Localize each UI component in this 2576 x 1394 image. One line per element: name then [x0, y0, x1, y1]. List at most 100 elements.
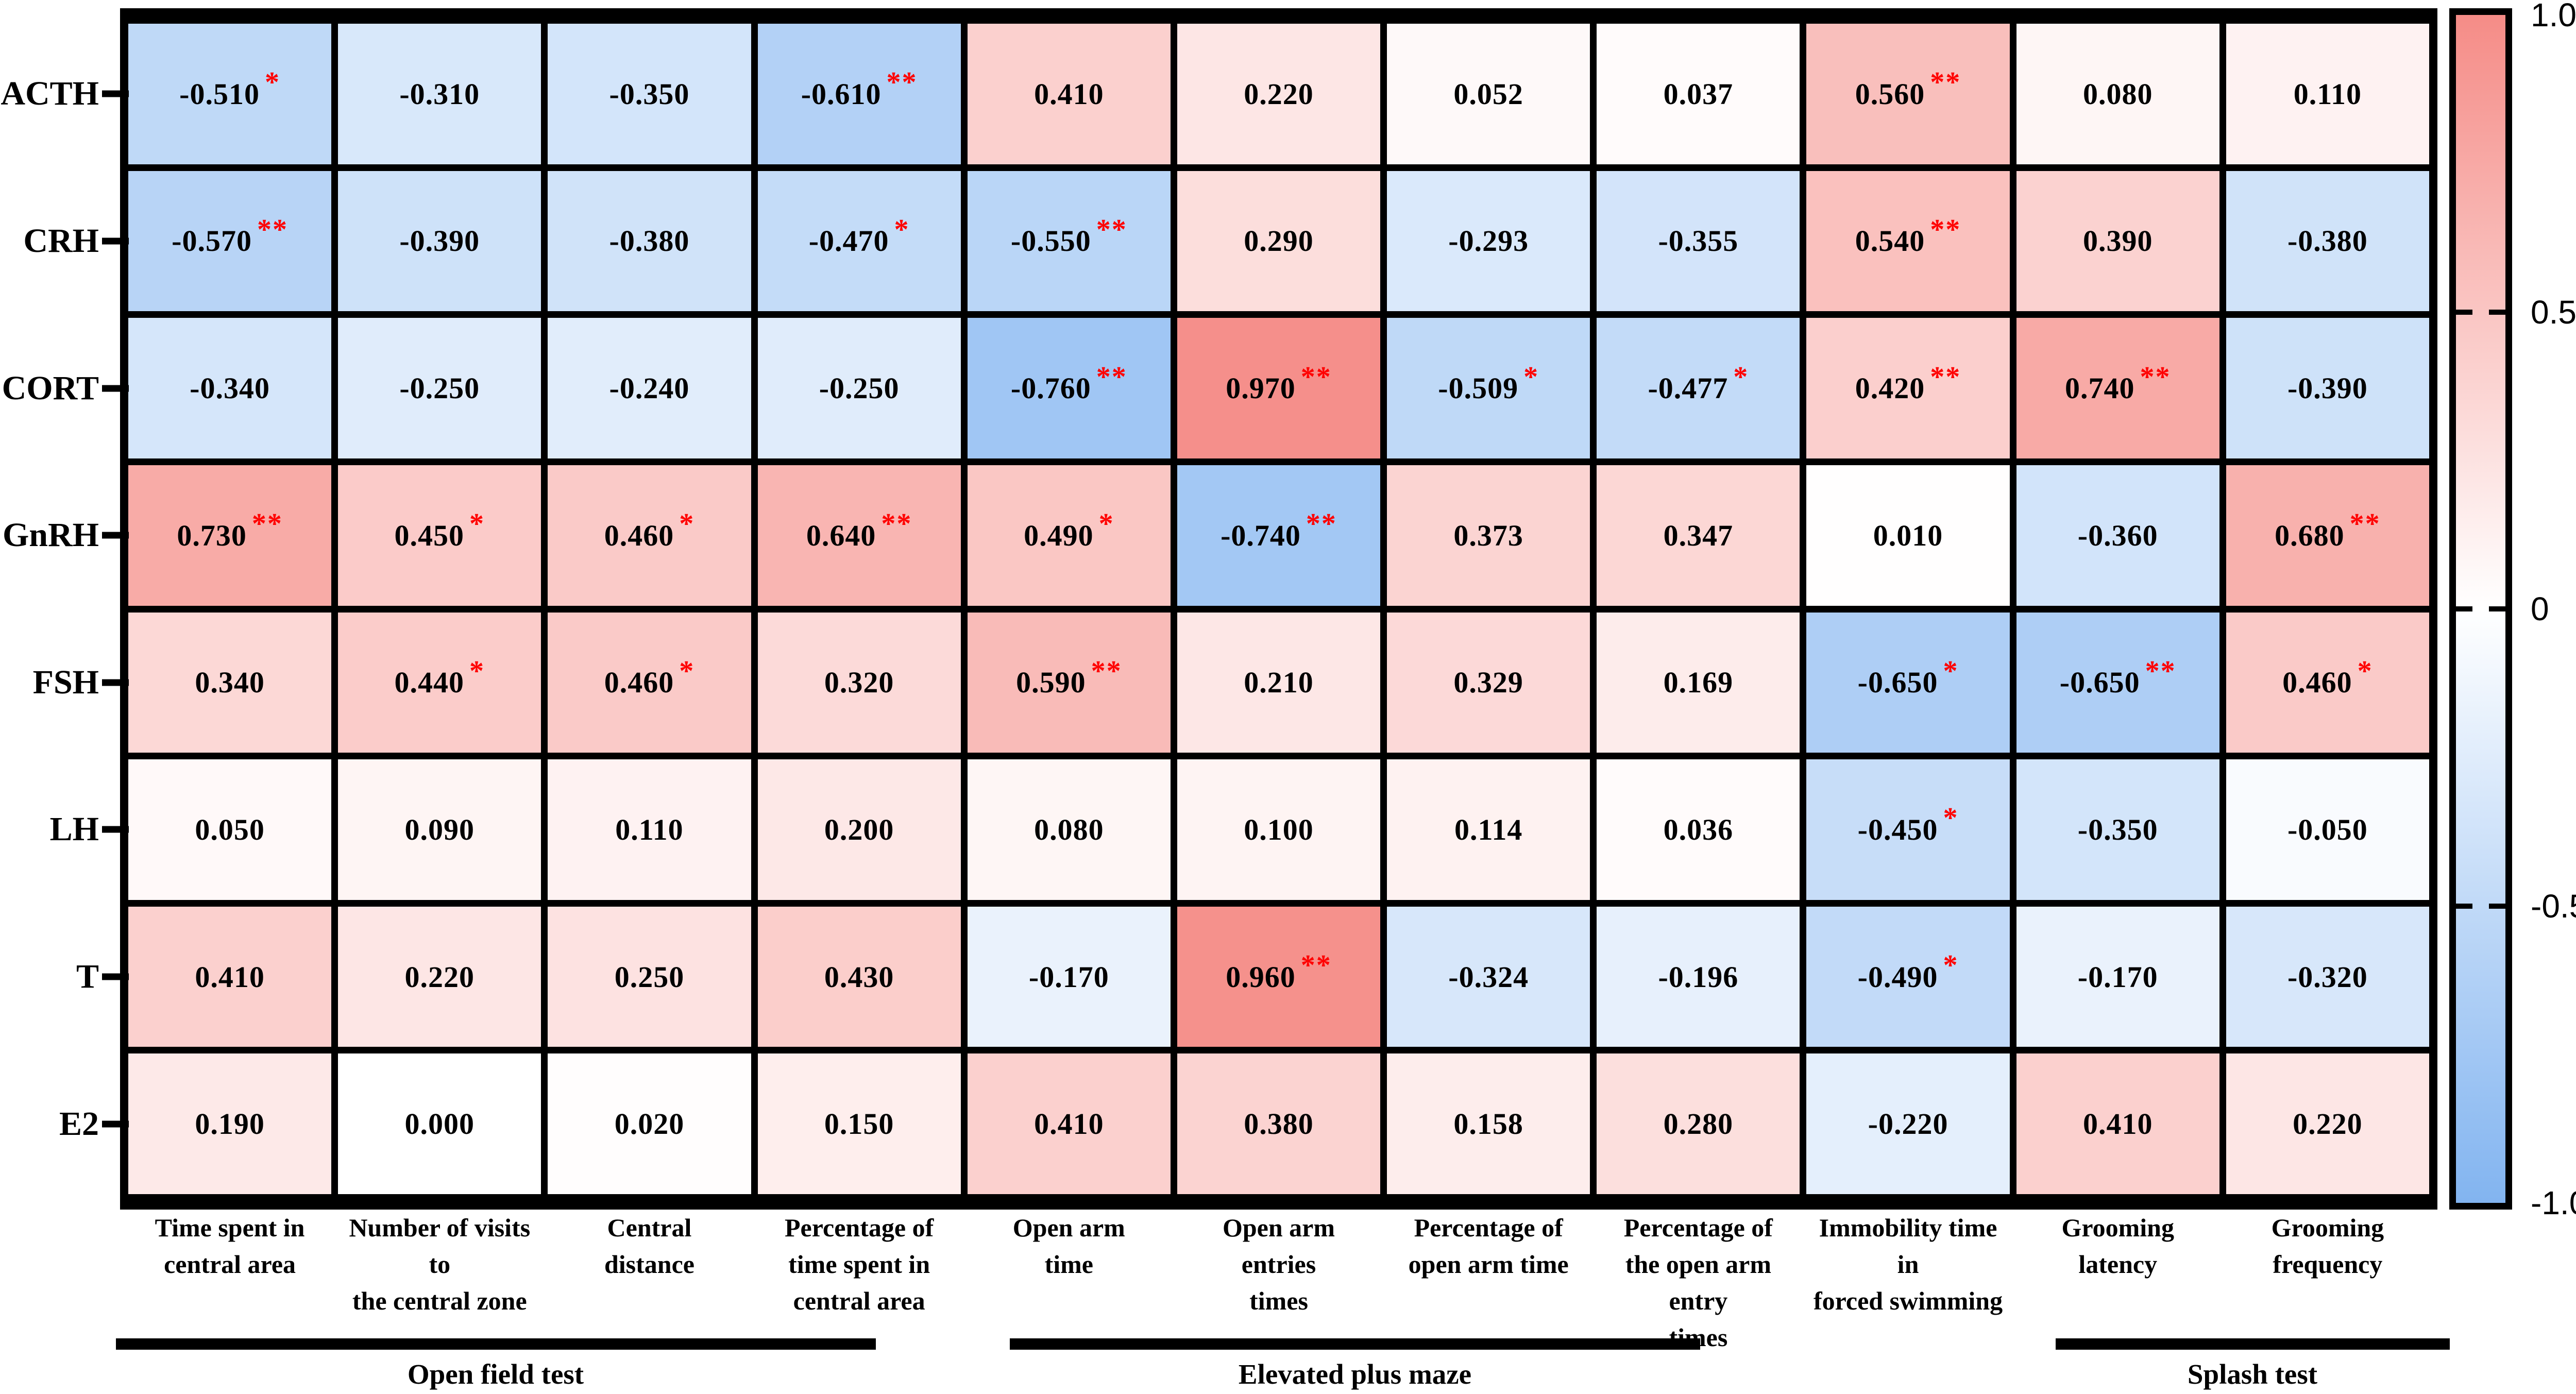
cell-value: -0.509	[1438, 371, 1519, 405]
significance-stars: **	[1300, 949, 1332, 982]
heatmap-cell: 0.540 **	[1806, 171, 2010, 312]
heatmap-cell: 0.200	[757, 759, 961, 900]
significance-stars: **	[1096, 213, 1127, 246]
cell-value: -0.390	[2287, 371, 2368, 405]
column-label: Central distance	[500, 1210, 799, 1283]
heatmap-cell: -0.170	[967, 906, 1171, 1047]
cell-value: 0.220	[1244, 77, 1314, 111]
column-label-line: to	[429, 1250, 451, 1279]
significance-stars: *	[679, 655, 695, 687]
cell-value: -0.650	[1857, 666, 1938, 700]
significance-stars: *	[894, 213, 910, 246]
significance-stars: **	[1300, 361, 1332, 393]
significance-stars: *	[2357, 655, 2373, 687]
colorbar-tick	[2456, 606, 2472, 611]
cell-value: 0.410	[2082, 1107, 2153, 1141]
cell-value: 0.158	[1453, 1107, 1523, 1141]
heatmap-cell: -0.220	[1806, 1053, 2010, 1194]
heatmap-cell: -0.390	[2226, 318, 2429, 458]
colorbar-tick-label: 1.0	[2531, 0, 2576, 33]
heatmap-cell: -0.470 *	[757, 171, 961, 312]
heatmap-cell: -0.250	[757, 318, 961, 458]
cell-value: -0.320	[2287, 960, 2368, 994]
column-label-line: Grooming	[2271, 1213, 2384, 1242]
heatmap-cell: -0.340	[128, 318, 332, 458]
cell-value: -0.490	[1857, 960, 1938, 994]
heatmap-cell: -0.570 **	[128, 171, 332, 312]
cell-value: 0.036	[1663, 812, 1734, 846]
cell-value: -0.550	[1010, 224, 1091, 258]
cell-value: 0.114	[1454, 812, 1523, 846]
significance-stars: *	[265, 66, 280, 99]
heatmap-cell: 0.410	[967, 24, 1171, 164]
heatmap-cell: 0.340	[128, 612, 332, 753]
group-label: Open field test	[407, 1358, 584, 1390]
cell-value: -0.050	[2287, 812, 2368, 846]
heatmap-cell: 0.460 *	[548, 612, 751, 753]
row-tick	[102, 90, 129, 97]
column-label-line: Open arm	[1222, 1213, 1335, 1242]
heatmap-cell: 0.110	[2226, 24, 2429, 164]
column-label-line: central area	[164, 1250, 296, 1279]
column-label-line: times	[1669, 1323, 1728, 1352]
heatmap-cell: 0.150	[757, 1053, 961, 1194]
group-underline-bar	[116, 1338, 876, 1350]
cell-value: 0.052	[1453, 77, 1523, 111]
cell-value: -0.450	[1857, 812, 1938, 846]
cell-value: 0.460	[2282, 666, 2352, 700]
column-label-line: the central zone	[352, 1286, 527, 1315]
column-label-line: central area	[793, 1286, 925, 1315]
heatmap-cell: 0.290	[1177, 171, 1381, 312]
heatmap-cell: 0.380	[1177, 1053, 1381, 1194]
row-label: FSH	[32, 663, 99, 701]
row-label: CRH	[23, 222, 99, 260]
column-label-line: Percentage of	[1623, 1213, 1773, 1242]
colorbar-tick	[2489, 606, 2505, 611]
column-label: Open arm entries times	[1129, 1210, 1428, 1319]
significance-stars: *	[469, 508, 485, 540]
heatmap-cell: -0.450 *	[1806, 759, 2010, 900]
cell-value: -0.470	[808, 224, 889, 258]
heatmap-cell: 0.114	[1387, 759, 1590, 900]
cell-value: 0.150	[824, 1107, 894, 1141]
colorbar-gradient	[2456, 15, 2505, 1203]
heatmap-cell: 0.410	[128, 906, 332, 1047]
column-label-line: entries	[1241, 1250, 1316, 1279]
colorbar-tick	[2456, 903, 2472, 909]
column-label-line: forced swimming	[1813, 1286, 2003, 1315]
heatmap-cell: 0.036	[1597, 759, 1800, 900]
heatmap-cell: -0.760 **	[967, 318, 1171, 458]
cell-value: -0.324	[1448, 960, 1529, 994]
cell-value: -0.250	[399, 371, 480, 405]
cell-value: 0.220	[2293, 1107, 2363, 1141]
cell-value: 0.200	[824, 812, 894, 846]
cell-value: 0.373	[1453, 518, 1523, 552]
cell-value: 0.680	[2275, 518, 2345, 552]
cell-value: 0.560	[1855, 77, 1925, 111]
column-label-line: the open arm	[1625, 1250, 1772, 1279]
cell-value: -0.350	[2077, 812, 2158, 846]
cell-value: 0.740	[2064, 371, 2135, 405]
heatmap-cell: 0.740 **	[2016, 318, 2219, 458]
heatmap-cell: -0.324	[1387, 906, 1590, 1047]
heatmap-cell: -0.350	[548, 24, 751, 164]
heatmap-cell: -0.310	[338, 24, 541, 164]
significance-stars: *	[679, 508, 695, 540]
column-label-line: distance	[604, 1250, 694, 1279]
cell-value: -0.610	[801, 77, 882, 111]
group-underline-bar	[2056, 1338, 2450, 1350]
colorbar-tick-label: -0.5	[2531, 887, 2576, 925]
cell-value: 0.210	[1244, 666, 1314, 700]
cell-value: 0.329	[1453, 666, 1523, 700]
colorbar-tick-label: -1.0	[2531, 1184, 2576, 1221]
cell-value: -0.310	[399, 77, 480, 111]
heatmap-cell: -0.490 *	[1806, 906, 2010, 1047]
heatmap-cell: -0.610 **	[757, 24, 961, 164]
column-label-line: Open arm	[1012, 1213, 1125, 1242]
significance-stars: **	[881, 508, 912, 540]
heatmap-cell: -0.355	[1597, 171, 1800, 312]
cell-value: -0.510	[179, 77, 260, 111]
column-label-line: Number of visits	[349, 1213, 531, 1242]
significance-stars: **	[886, 66, 918, 99]
heatmap-cell: 0.158	[1387, 1053, 1590, 1194]
